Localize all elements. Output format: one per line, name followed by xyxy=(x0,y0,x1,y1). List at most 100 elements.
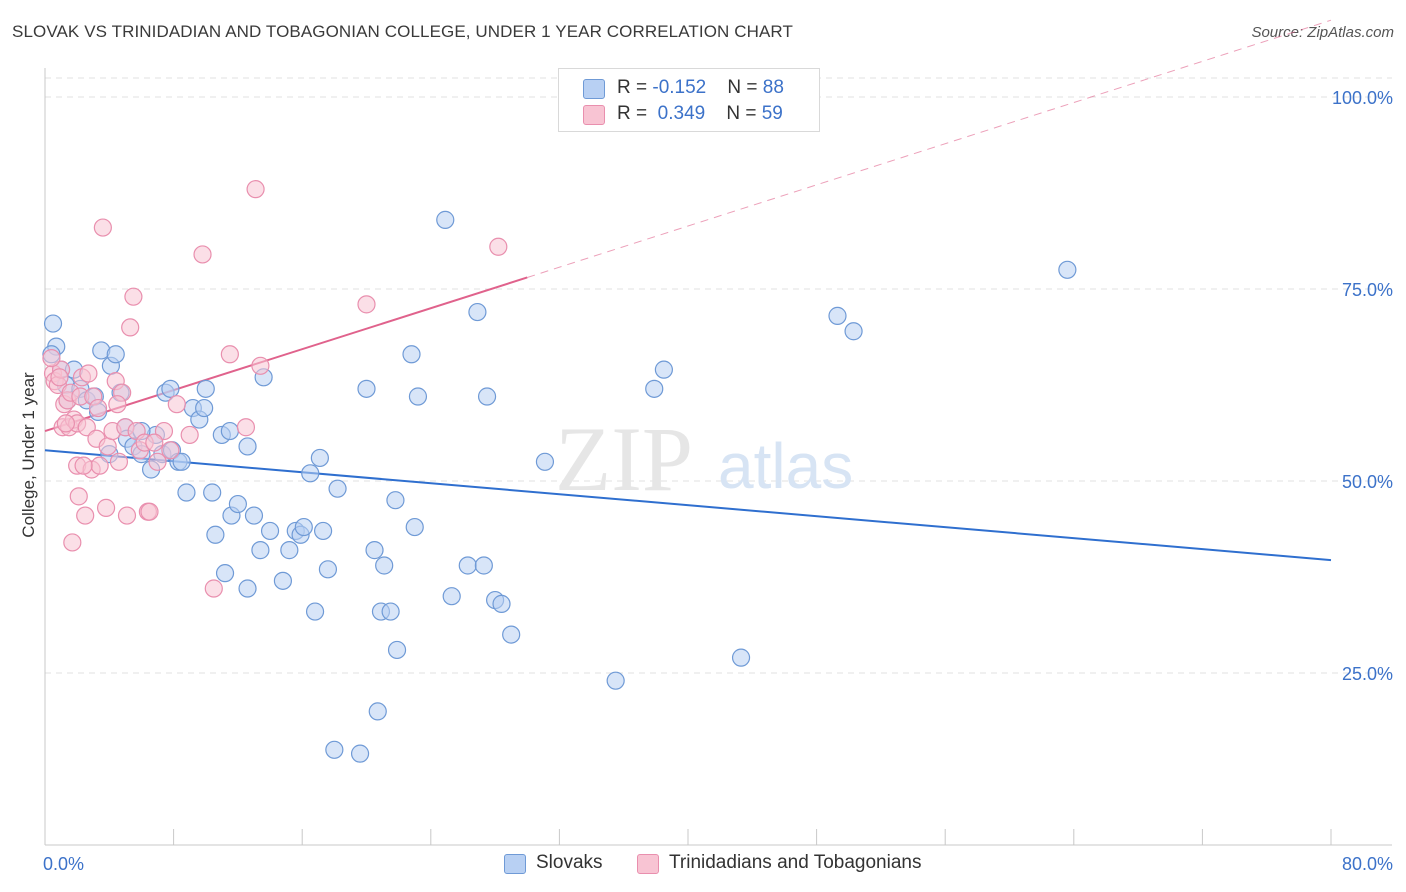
point-trinidadians xyxy=(74,456,93,475)
point-slovaks xyxy=(325,740,344,759)
point-trinidadians xyxy=(93,218,112,237)
x-tick-label: 0.0% xyxy=(43,854,84,874)
legend-r-label: R = xyxy=(617,103,653,124)
y-axis-label: College, Under 1 year xyxy=(19,372,38,538)
point-slovaks xyxy=(43,314,63,333)
point-slovaks xyxy=(405,517,424,537)
point-slovaks xyxy=(844,322,863,341)
y-tick-label: 75.0% xyxy=(1342,280,1393,300)
legend-swatch-blue xyxy=(583,79,605,99)
point-slovaks xyxy=(477,387,497,406)
point-trinidadians xyxy=(180,425,199,445)
point-slovaks xyxy=(645,379,664,398)
legend-swatch-blue xyxy=(504,854,526,874)
point-slovaks xyxy=(280,541,299,560)
point-trinidadians xyxy=(90,456,109,475)
point-trinidadians xyxy=(167,395,186,414)
point-trinidadians xyxy=(140,502,159,521)
point-slovaks xyxy=(381,602,400,621)
point-trinidadians xyxy=(220,345,239,364)
source-credit: Source: ZipAtlas.com xyxy=(1251,24,1394,41)
trend-line-slovaks xyxy=(44,449,1332,562)
legend-label-slovaks: Slovaks xyxy=(536,852,603,873)
point-slovaks xyxy=(387,640,407,660)
legend-n-value: 59 xyxy=(761,103,783,124)
point-slovaks xyxy=(468,302,487,322)
point-trinidadians xyxy=(88,398,108,418)
point-trinidadians xyxy=(204,579,223,598)
point-slovaks xyxy=(106,345,125,364)
point-trinidadians xyxy=(56,414,75,433)
point-slovaks xyxy=(375,556,394,575)
point-trinidadians xyxy=(98,437,117,456)
legend-r-value: 0.349 xyxy=(652,103,706,124)
point-trinidadians xyxy=(246,180,265,199)
point-trinidadians xyxy=(108,395,127,414)
point-slovaks xyxy=(442,587,461,606)
point-slovaks xyxy=(238,579,257,598)
legend-swatch-pink xyxy=(583,105,605,125)
point-trinidadians xyxy=(251,356,270,375)
y-tick-label: 25.0% xyxy=(1342,664,1393,684)
legend-swatch-pink xyxy=(637,854,659,874)
correlation-legend: R = -0.152 N = 88 R = 0.349 N = 59 xyxy=(558,68,820,132)
point-slovaks xyxy=(196,379,215,398)
data-points xyxy=(42,180,1077,763)
point-slovaks xyxy=(310,448,329,468)
point-trinidadians xyxy=(76,506,95,525)
point-slovaks xyxy=(294,517,313,537)
point-slovaks xyxy=(357,379,376,398)
series-legend: Slovaks Trinidadians and Tobagonians xyxy=(0,852,1406,878)
point-trinidadians xyxy=(148,452,167,471)
point-slovaks xyxy=(606,671,625,690)
watermark-zip: ZIP xyxy=(555,408,693,510)
legend-label-trinidadians: Trinidadians and Tobagonians xyxy=(669,852,922,873)
point-trinidadians xyxy=(69,487,88,506)
point-slovaks xyxy=(260,521,280,541)
point-slovaks xyxy=(731,648,751,667)
point-slovaks xyxy=(172,452,191,471)
point-trinidadians xyxy=(145,433,164,452)
tick-labels: 25.0% 50.0% 75.0% 100.0% 0.0% 80.0% xyxy=(43,88,1393,874)
point-trinidadians xyxy=(124,287,143,306)
x-tick-label: 80.0% xyxy=(1342,854,1393,874)
point-slovaks xyxy=(328,479,347,498)
point-trinidadians xyxy=(42,349,61,368)
point-trinidadians xyxy=(50,368,69,387)
axes xyxy=(44,68,1392,846)
watermark-atlas: atlas xyxy=(718,430,853,502)
point-slovaks xyxy=(654,360,673,379)
point-trinidadians xyxy=(121,318,140,337)
point-slovaks xyxy=(161,379,180,398)
point-slovaks xyxy=(238,437,257,456)
point-slovaks xyxy=(402,345,421,364)
point-trinidadians xyxy=(96,498,116,517)
y-tick-label: 50.0% xyxy=(1342,472,1393,492)
legend-r-value: -0.152 xyxy=(652,77,707,98)
legend-n-label: N = xyxy=(727,77,763,98)
point-slovaks xyxy=(1058,260,1077,279)
point-slovaks xyxy=(365,541,384,560)
y-tick-label: 100.0% xyxy=(1332,88,1393,108)
point-slovaks xyxy=(220,421,239,441)
point-slovaks xyxy=(305,602,325,621)
watermark: ZIP atlas xyxy=(555,408,853,510)
point-trinidadians xyxy=(193,245,212,264)
point-slovaks xyxy=(502,625,521,644)
point-slovaks xyxy=(386,491,405,510)
point-slovaks xyxy=(368,702,387,721)
legend-n-value: 88 xyxy=(762,77,784,98)
point-slovaks xyxy=(492,594,511,613)
point-trinidadians xyxy=(79,364,98,383)
point-slovaks xyxy=(251,541,270,560)
point-trinidadians xyxy=(489,237,508,256)
point-slovaks xyxy=(350,744,370,763)
legend-n-label: N = xyxy=(726,103,762,124)
point-trinidadians xyxy=(357,295,376,314)
point-slovaks xyxy=(244,506,264,525)
point-slovaks xyxy=(177,483,196,502)
point-slovaks xyxy=(313,521,333,541)
point-slovaks xyxy=(458,556,477,575)
point-slovaks xyxy=(535,452,555,471)
